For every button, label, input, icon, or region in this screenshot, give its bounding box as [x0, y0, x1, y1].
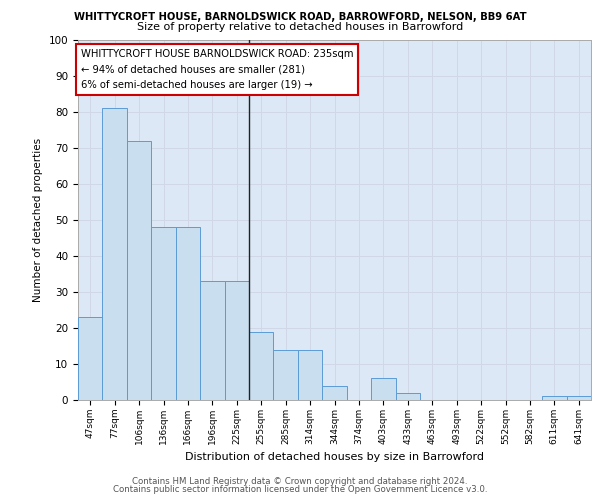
- Bar: [151, 227, 176, 400]
- Bar: [200, 281, 224, 400]
- Y-axis label: Number of detached properties: Number of detached properties: [33, 138, 43, 302]
- Bar: [298, 350, 322, 400]
- Text: Size of property relative to detached houses in Barrowford: Size of property relative to detached ho…: [137, 22, 463, 32]
- Bar: [566, 396, 591, 400]
- Bar: [274, 350, 298, 400]
- Text: Contains HM Land Registry data © Crown copyright and database right 2024.: Contains HM Land Registry data © Crown c…: [132, 477, 468, 486]
- Bar: [395, 393, 420, 400]
- Text: Contains public sector information licensed under the Open Government Licence v3: Contains public sector information licen…: [113, 484, 487, 494]
- Bar: [224, 281, 249, 400]
- Text: WHITTYCROFT HOUSE BARNOLDSWICK ROAD: 235sqm
← 94% of detached houses are smaller: WHITTYCROFT HOUSE BARNOLDSWICK ROAD: 235…: [80, 49, 353, 90]
- Bar: [249, 332, 274, 400]
- Bar: [371, 378, 395, 400]
- Bar: [542, 396, 566, 400]
- Bar: [103, 108, 127, 400]
- Bar: [176, 227, 200, 400]
- Text: WHITTYCROFT HOUSE, BARNOLDSWICK ROAD, BARROWFORD, NELSON, BB9 6AT: WHITTYCROFT HOUSE, BARNOLDSWICK ROAD, BA…: [74, 12, 526, 22]
- Bar: [78, 317, 103, 400]
- Bar: [127, 141, 151, 400]
- Bar: [322, 386, 347, 400]
- X-axis label: Distribution of detached houses by size in Barrowford: Distribution of detached houses by size …: [185, 452, 484, 462]
